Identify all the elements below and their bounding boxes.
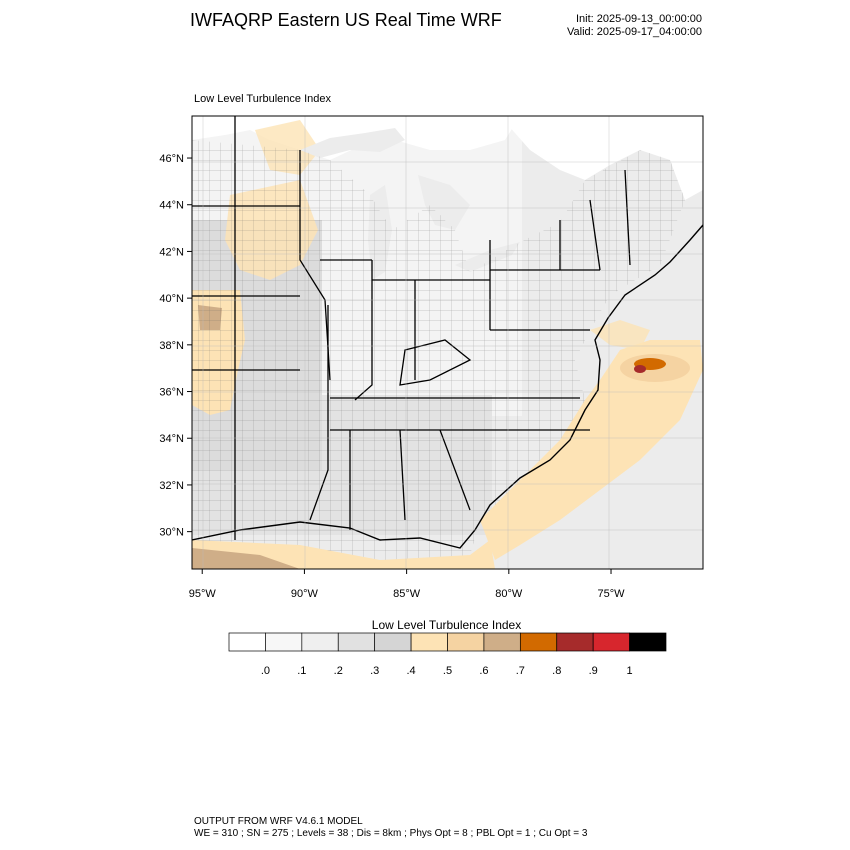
turbulence-gulf-0-7	[192, 548, 300, 569]
colorbar-tick-label: .3	[370, 665, 379, 677]
lon-tick-label: 90°W	[291, 588, 319, 600]
state-boundaries	[192, 116, 631, 540]
colorbar-swatch	[629, 632, 667, 652]
longitude-axis: 95°W 90°W 85°W 80°W 75°W	[189, 569, 625, 600]
lon-tick-label: 95°W	[189, 588, 217, 600]
lon-tick-label: 85°W	[393, 588, 421, 600]
lake-erie	[455, 242, 520, 272]
colorbar-swatch	[483, 632, 521, 652]
colorbar-swatch	[592, 632, 630, 652]
lat-tick-label: 36°N	[159, 387, 184, 399]
lat-tick-label: 46°N	[159, 153, 184, 165]
colorbar-tick-label: .1	[297, 665, 306, 677]
colorbar-swatch	[556, 632, 594, 652]
colorbar: .0 .1 .2 .3 .4 .5 .6 .7 .8 .9 1	[228, 632, 667, 677]
lat-tick-label: 32°N	[159, 480, 184, 492]
colorbar-tick-label: .9	[589, 665, 598, 677]
lat-tick-label: 38°N	[159, 340, 184, 352]
lat-tick-label: 40°N	[159, 293, 184, 305]
lon-tick-label: 75°W	[598, 588, 626, 600]
footer-line-2: WE = 310 ; SN = 275 ; Levels = 38 ; Dis …	[194, 828, 588, 839]
map-frame	[191, 115, 704, 570]
canada-east-area	[500, 116, 703, 200]
colorbar-swatch	[301, 632, 339, 652]
turbulence-nj-coast-0-5	[590, 320, 650, 350]
colorbar-swatch	[447, 632, 485, 652]
colorbar-tick-label: .4	[406, 665, 415, 677]
lat-tick-label: 42°N	[159, 246, 184, 258]
colorbar-tick-label: .8	[552, 665, 561, 677]
colorbar-title: Low Level Turbulence Index	[371, 618, 522, 632]
lat-tick-label: 34°N	[159, 433, 184, 445]
footer-line-1: OUTPUT FROM WRF V4.6.1 MODEL	[194, 816, 363, 827]
coastline	[192, 224, 703, 549]
map-plot-area	[192, 116, 703, 569]
init-time: Init: 2025-09-13_00:00:00	[576, 13, 702, 25]
figure-title: IWFAQRP Eastern US Real Time WRF	[190, 10, 502, 30]
graticule	[192, 116, 703, 569]
county-boundaries	[192, 140, 685, 560]
colorbar-swatch	[410, 632, 448, 652]
colorbar-tick-label: .6	[479, 665, 488, 677]
turbulence-atlantic-0-5	[480, 340, 703, 560]
field-subtitle: Low Level Turbulence Index	[194, 93, 331, 105]
colorbar-tick-label: .7	[516, 665, 525, 677]
colorbar-tick-label: .0	[261, 665, 270, 677]
model-footer: OUTPUT FROM WRF V4.6.1 MODEL WE = 310 ; …	[194, 816, 587, 840]
lat-tick-label: 30°N	[159, 527, 184, 539]
colorbar-swatch	[228, 632, 266, 652]
colorbar-tick-label: 1	[627, 665, 633, 677]
init-valid-times: Init: 2025-09-13_00:00:00 Valid: 2025-09…	[567, 13, 702, 39]
lake-superior	[300, 128, 405, 158]
colorbar-swatch	[337, 632, 376, 652]
colorbar-swatch	[265, 632, 303, 652]
valid-time: Valid: 2025-09-17_04:00:00	[567, 26, 702, 38]
latitude-axis: 46°N 44°N 42°N 40°N 38°N 36°N 34°N 32°N 30°N	[159, 153, 192, 539]
colorbar-swatch	[374, 632, 412, 652]
turbulence-cluster-0-9	[634, 365, 646, 373]
colorbar-tick-label: .5	[443, 665, 452, 677]
colorbar-swatch	[519, 632, 558, 652]
lon-tick-label: 80°W	[495, 588, 523, 600]
lat-tick-label: 44°N	[159, 200, 184, 212]
colorbar-tick-label: .2	[334, 665, 343, 677]
